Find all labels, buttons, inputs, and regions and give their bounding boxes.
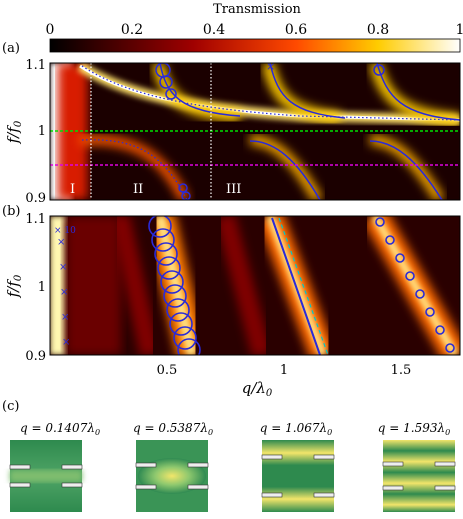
colorbar-gradient <box>49 38 461 53</box>
region-label: II <box>133 182 143 197</box>
x-tick: 1.5 <box>391 363 412 378</box>
colorbar: Transmission 0 0.2 0.4 0.6 0.8 1 <box>46 2 463 53</box>
panel-b-heatmap: × × × × × <box>50 216 460 355</box>
y-tick: 1.1 <box>25 58 46 73</box>
panel-label-a: (a) <box>2 41 20 56</box>
colorbar-tick: 0.8 <box>367 22 389 38</box>
colorbar-tick: 0.6 <box>285 22 307 38</box>
panel-label-c: (c) <box>2 399 19 414</box>
colorbar-label: Transmission <box>213 2 301 17</box>
y-tick: 0.9 <box>25 349 46 364</box>
panel-a-heatmap: × <box>50 60 460 200</box>
field-map-label: q = 1.067λ0 <box>260 421 332 437</box>
svg-text:×: × <box>266 60 275 73</box>
svg-text:×: × <box>60 287 68 298</box>
colorbar-ticks: 0 0.2 0.4 0.6 0.8 1 <box>46 22 463 38</box>
colorbar-tick: 0.4 <box>203 22 225 38</box>
y-tick: 1.1 <box>25 212 46 227</box>
field-map-label: q = 0.5387λ0 <box>133 421 213 437</box>
y-axis-label: f/f0 <box>4 274 24 298</box>
panel-b-inset-label: × 10 <box>54 226 76 236</box>
colorbar-tick: 1 <box>456 22 463 38</box>
x-tick: 0.5 <box>157 363 178 378</box>
svg-text:×: × <box>57 237 65 248</box>
y-axis-label: f/f0 <box>4 120 24 144</box>
y-tick: 1 <box>38 280 46 295</box>
field-map-1: q = 0.1407λ0 <box>9 421 100 512</box>
panel-b: × × × × × × 10 1.1 1 0.9 f/f0 0.5 1 1.5 … <box>4 212 461 399</box>
region-label: III <box>226 182 241 197</box>
region-label: I <box>70 182 75 197</box>
y-tick: 1 <box>38 124 46 139</box>
panel-c: q = 0.1407λ0 q = 0.5387λ0 q = 1.067λ0 <box>9 421 456 512</box>
svg-text:×: × <box>61 312 69 323</box>
field-map-2: q = 0.5387λ0 <box>133 421 213 512</box>
field-map-4: q = 1.593λ0 <box>378 421 456 512</box>
field-map-label: q = 1.593λ0 <box>378 421 450 437</box>
svg-text:×: × <box>59 262 67 273</box>
field-map-3: q = 1.067λ0 <box>260 421 335 512</box>
panel-label-b: (b) <box>2 204 20 219</box>
panel-a: × I II III 1.1 1 0.9 f/f0 <box>4 58 461 206</box>
x-tick: 1 <box>280 363 288 378</box>
x-axis-label: q/λ0 <box>242 379 273 399</box>
field-map-label: q = 0.1407λ0 <box>20 421 100 437</box>
colorbar-tick: 0 <box>46 22 55 38</box>
colorbar-tick: 0.2 <box>121 22 143 38</box>
y-tick: 0.9 <box>25 191 46 206</box>
svg-text:×: × <box>62 337 70 348</box>
